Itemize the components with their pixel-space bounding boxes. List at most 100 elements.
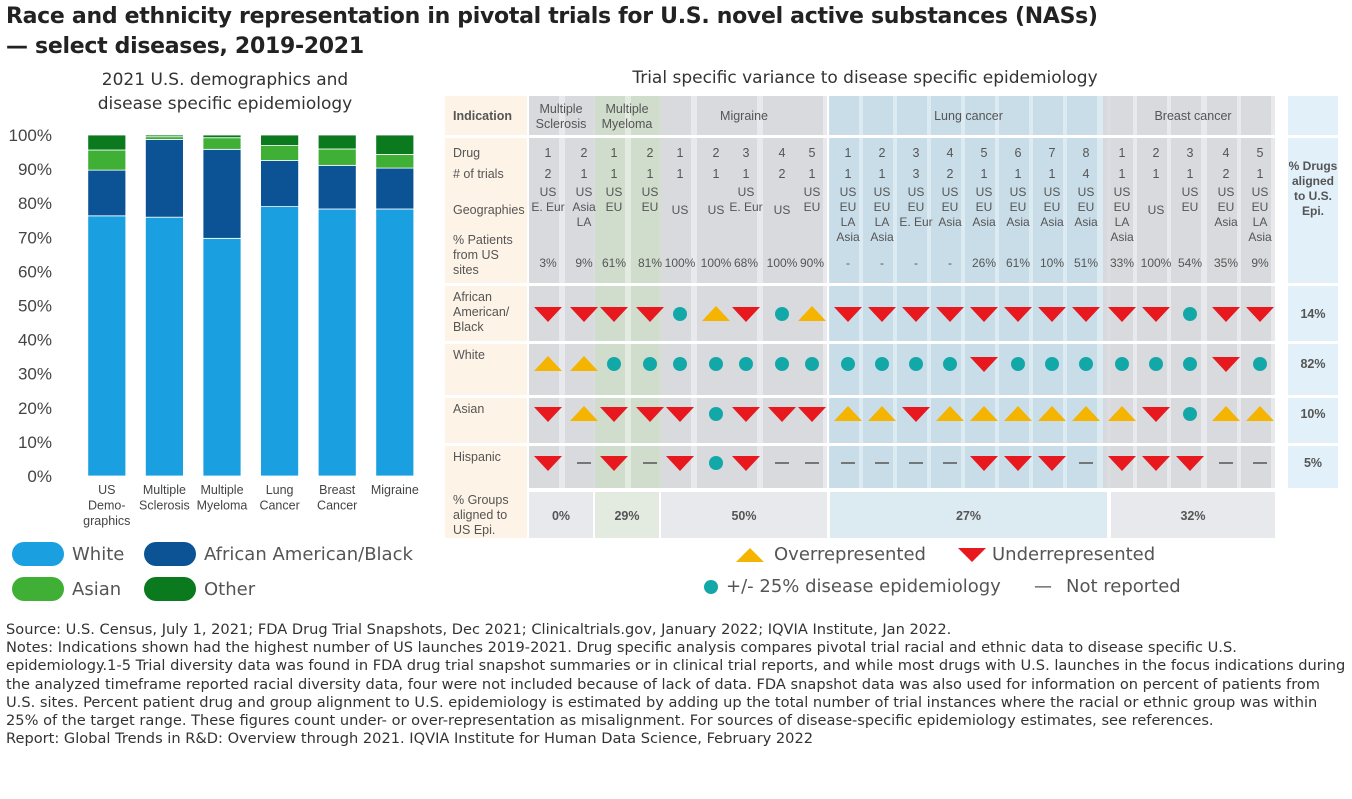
dot-icon bbox=[704, 579, 718, 594]
geography: US bbox=[1010, 185, 1027, 199]
aligned-dot-icon bbox=[1183, 357, 1197, 371]
indication-name: Sclerosis bbox=[536, 117, 587, 131]
trial-count: 1 bbox=[1119, 167, 1126, 181]
indication-name: Multiple bbox=[539, 102, 582, 116]
overrepresented-icon bbox=[834, 406, 862, 421]
underrepresented-icon bbox=[534, 307, 562, 322]
row-separator bbox=[445, 395, 1338, 398]
footer-notes: Notes: Indications shown had the highest… bbox=[6, 639, 1346, 730]
geography: EU bbox=[874, 200, 891, 214]
legend-item-black: African American/Black bbox=[144, 542, 413, 566]
geography: EU bbox=[840, 200, 857, 214]
overrepresented-icon bbox=[570, 356, 598, 371]
geography: EU bbox=[1218, 200, 1235, 214]
underrepresented-icon bbox=[834, 307, 862, 322]
underrepresented-icon bbox=[868, 307, 896, 322]
trial-count: 4 bbox=[1083, 167, 1090, 181]
y-tick-label: 0% bbox=[27, 467, 52, 486]
underrepresented-icon bbox=[768, 407, 796, 422]
drug-column-bg bbox=[697, 96, 727, 488]
geography: US bbox=[976, 185, 993, 199]
drug-number: 2 bbox=[647, 146, 654, 160]
drug-number: 2 bbox=[713, 146, 720, 160]
trial-count: 1 bbox=[845, 167, 852, 181]
underrepresented-icon bbox=[902, 307, 930, 322]
indication-header-label: Indication bbox=[453, 109, 512, 123]
groups-row-bg bbox=[1111, 492, 1275, 538]
drug-column-bg bbox=[727, 96, 757, 488]
geography: EU bbox=[606, 200, 623, 214]
aligned-dot-icon bbox=[673, 357, 687, 371]
pct-us-sites: 100% bbox=[701, 256, 732, 270]
geography: US bbox=[708, 203, 725, 217]
drug-column-bg bbox=[999, 96, 1029, 488]
trials-row-label: # of trials bbox=[453, 167, 504, 181]
trial-count: 2 bbox=[779, 167, 786, 181]
underrepresented-icon bbox=[1108, 456, 1136, 471]
page-title: Race and ethnicity representation in piv… bbox=[6, 2, 1306, 62]
aligned-dot-icon bbox=[1149, 357, 1163, 371]
overrepresented-icon bbox=[1004, 406, 1032, 421]
aligned-dot-icon bbox=[943, 357, 957, 371]
aligned-dot-icon bbox=[1045, 357, 1059, 371]
aligned-column-bg bbox=[1288, 96, 1338, 488]
x-tick-label: US Demo-graphics bbox=[83, 483, 130, 528]
race-row-label: Asian bbox=[453, 402, 484, 416]
bar-segment-asian bbox=[144, 136, 184, 140]
overrepresented-icon bbox=[970, 406, 998, 421]
underrepresented-icon bbox=[666, 456, 694, 471]
aligned-dot-icon bbox=[1011, 357, 1025, 371]
trial-count: 1 bbox=[1187, 167, 1194, 181]
drug-number: 1 bbox=[677, 146, 684, 160]
indication-name: Migraine bbox=[720, 109, 768, 123]
legend-swatch-black bbox=[144, 542, 196, 566]
row-separator bbox=[445, 135, 1338, 138]
stacked-bar-chart: 0% 10% 20% 30% 40% 50% 60% 70% 80% 90% 100% US Demo-… bbox=[9, 126, 419, 528]
overrepresented-icon bbox=[1072, 406, 1100, 421]
legend-label-asian: Asian bbox=[72, 578, 122, 600]
drug-column-bg bbox=[661, 96, 691, 488]
overrepresented-icon bbox=[798, 306, 826, 321]
geography: Asia bbox=[972, 215, 996, 229]
geography: US bbox=[1044, 185, 1061, 199]
legend-label-not-reported: Not reported bbox=[1066, 576, 1181, 597]
geography: US bbox=[840, 185, 857, 199]
footer-report: Report: Global Trends in R&D: Overview t… bbox=[6, 730, 814, 748]
geography: EU bbox=[1114, 200, 1131, 214]
row-separator bbox=[445, 341, 1338, 344]
trial-count: 1 bbox=[879, 167, 886, 181]
groups-aligned-pct: 27% bbox=[956, 509, 981, 523]
geography: US bbox=[642, 185, 659, 199]
underrepresented-icon bbox=[970, 357, 998, 372]
aligned-dot-icon bbox=[775, 357, 789, 371]
y-tick-label: 10% bbox=[18, 433, 52, 452]
drug-column-bg bbox=[1067, 96, 1097, 488]
label-column-bg bbox=[445, 96, 527, 538]
bar-segment-other bbox=[144, 134, 184, 138]
drug-number: 6 bbox=[1015, 146, 1022, 160]
underrepresented-icon bbox=[600, 307, 628, 322]
legend-label-other: Other bbox=[204, 578, 256, 600]
legend-item-other: Other bbox=[144, 577, 255, 601]
trial-variance-matrix: 0%MultipleSclerosis29%MultipleMyeloma50%… bbox=[445, 96, 1338, 538]
bar-segment-white bbox=[260, 206, 300, 477]
indication-name: Breast cancer bbox=[1154, 109, 1231, 123]
drug-number: 3 bbox=[1187, 146, 1194, 160]
underrepresented-icon bbox=[636, 307, 664, 322]
underrepresented-icon bbox=[600, 456, 628, 471]
pct-row-label: from US bbox=[453, 248, 499, 262]
geography: Asia bbox=[836, 230, 860, 244]
aligned-dot-icon bbox=[805, 357, 819, 371]
geography: E. Eur bbox=[531, 200, 564, 214]
drug-number: 7 bbox=[1049, 146, 1056, 160]
geography: Asia bbox=[1248, 230, 1272, 244]
x-tick-label: Lung Cancer bbox=[259, 483, 299, 513]
drug-number: 8 bbox=[1083, 146, 1090, 160]
underrepresented-icon bbox=[732, 307, 760, 322]
aligned-header: % Drugs bbox=[1289, 159, 1338, 173]
geography: EU bbox=[942, 200, 959, 214]
drug-number: 4 bbox=[947, 146, 954, 160]
drug-column-bg bbox=[965, 96, 995, 488]
trial-count: 2 bbox=[545, 167, 552, 181]
y-tick-label: 80% bbox=[18, 194, 52, 213]
